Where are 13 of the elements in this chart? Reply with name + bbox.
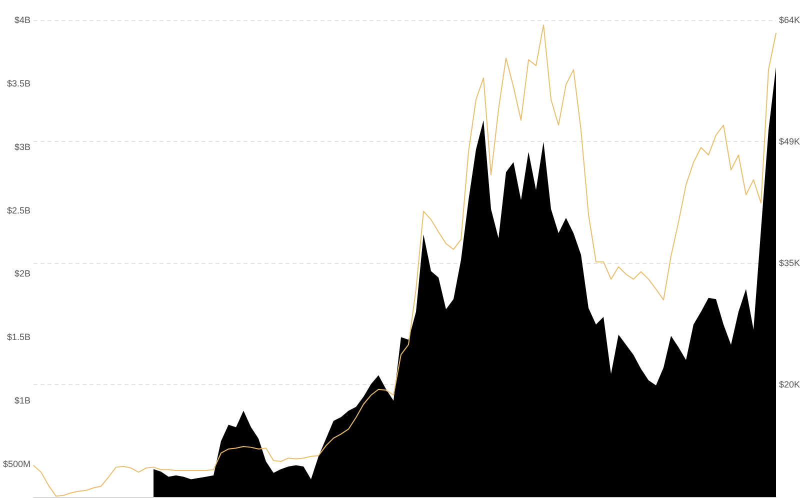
y-tick-label: $2.5B (6, 205, 31, 216)
y-tick-label: $3B (14, 142, 31, 152)
y2-tick-label: $35K (779, 258, 800, 268)
line-series (33, 24, 776, 497)
y-tick-label: $1B (14, 396, 31, 406)
y2-tick-label: $49K (779, 136, 800, 146)
y-tick-label: $4B (14, 15, 31, 25)
y2-tick-label: $64K (779, 15, 800, 25)
y-tick-label: $1.5B (6, 332, 31, 342)
y-tick-label: $3.5B (6, 78, 31, 88)
y2-tick-label: $20K (779, 379, 800, 390)
y-tick-label: $500M (2, 459, 31, 470)
y-tick-label: $2B (14, 268, 31, 279)
